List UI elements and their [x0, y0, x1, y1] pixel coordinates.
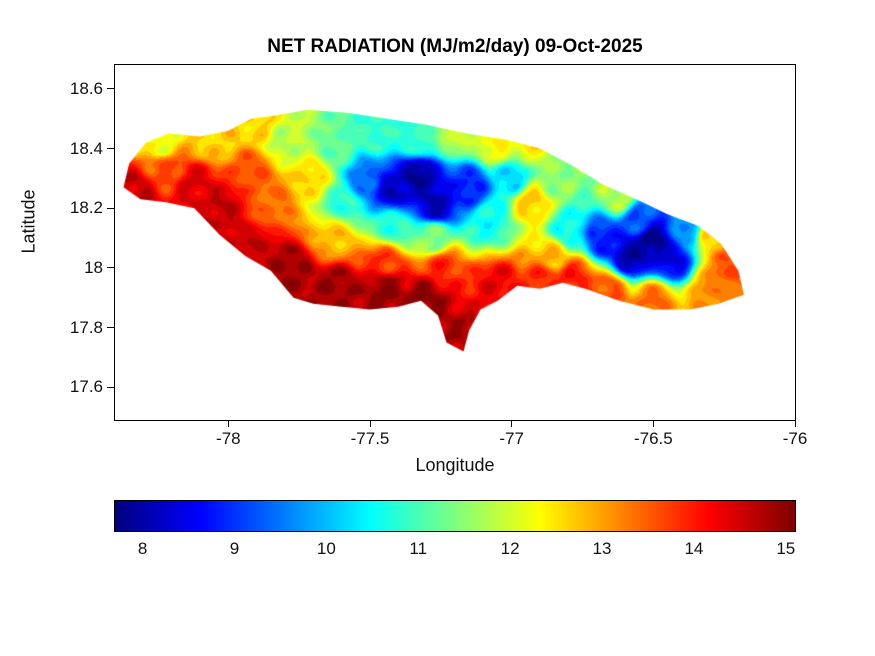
plot-area [114, 64, 796, 421]
x-tick-label: -77.5 [350, 429, 390, 448]
x-axis-label: Longitude [415, 455, 495, 475]
radiation-heatmap-canvas [115, 65, 795, 420]
colorbar-tick-label: 8 [137, 539, 148, 558]
x-tick-mark [369, 421, 371, 427]
x-tick-mark [511, 421, 513, 427]
y-tick-mark [107, 267, 114, 269]
x-tick-label: -78 [216, 429, 241, 448]
colorbar [114, 500, 796, 532]
y-tick-mark [107, 88, 114, 90]
y-tick-mark [107, 207, 114, 209]
x-tick-mark [652, 421, 654, 427]
colorbar-tick-label: 10 [316, 539, 336, 558]
colorbar-tick-label: 13 [592, 539, 612, 558]
y-tick-label: 17.6 [69, 377, 103, 397]
y-tick-label: 18.2 [69, 198, 103, 218]
y-tick-mark [107, 148, 114, 150]
y-tick-label: 17.8 [69, 317, 103, 337]
colorbar-gradient-canvas [115, 501, 795, 531]
x-tick-label: -76 [782, 429, 808, 448]
chart-title: NET RADIATION (MJ/m2/day) 09-Oct-2025 [267, 36, 643, 57]
x-tick-mark [794, 421, 796, 427]
y-tick-mark [107, 386, 114, 388]
y-tick-label: 18.6 [69, 78, 103, 98]
colorbar-tick-label: 9 [229, 539, 240, 558]
y-tick-label: 18 [84, 257, 103, 277]
y-tick-label: 18.4 [69, 138, 103, 158]
y-tick-mark [107, 327, 114, 329]
colorbar-tick-label: 15 [776, 539, 796, 558]
x-tick-mark [227, 421, 229, 427]
x-tick-label: -77 [499, 429, 524, 448]
colorbar-tick-label: 14 [684, 539, 704, 558]
y-axis-label: Latitude [18, 189, 39, 254]
colorbar-tick-label: 12 [500, 539, 520, 558]
colorbar-tick-label: 11 [409, 539, 428, 558]
x-tick-label: -76.5 [633, 429, 673, 448]
